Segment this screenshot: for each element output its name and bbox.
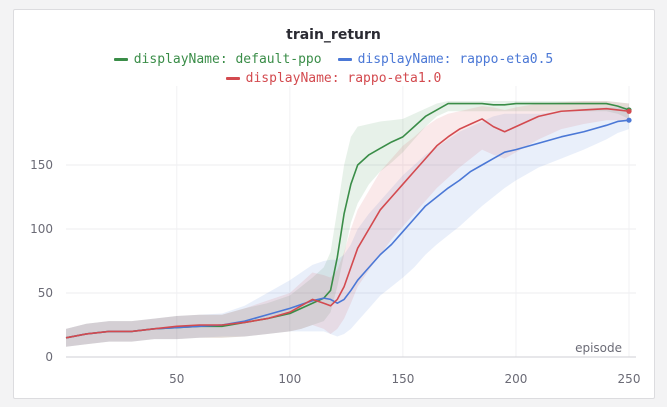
chart-legend: displayName: default-ppo displayName: ra… [0, 50, 667, 88]
series-point-1-38 [626, 117, 632, 123]
series-band-0 [66, 101, 629, 347]
legend-item-rappo-eta1.0[interactable]: displayName: rappo-eta1.0 [225, 69, 442, 88]
x-tick-label-50: 50 [169, 372, 184, 386]
legend-label-rappo-eta1.0: displayName: rappo-eta1.0 [245, 71, 442, 86]
chart-title: train_return [286, 27, 381, 43]
legend-swatch-rappo-eta1.0 [225, 77, 240, 80]
series-point-2-38 [626, 108, 632, 114]
y-tick-label-100: 100 [30, 222, 53, 236]
x-tick-label-150: 150 [391, 372, 414, 386]
y-tick-label-150: 150 [30, 158, 53, 172]
x-axis-label: episode [575, 341, 622, 355]
legend-swatch-default-ppo [113, 58, 128, 61]
legend-label-default-ppo: displayName: default-ppo [133, 52, 322, 67]
y-tick-label-0: 0 [45, 350, 53, 364]
x-tick-label-250: 250 [618, 372, 641, 386]
x-tick-label-100: 100 [278, 372, 301, 386]
legend-item-rappo-eta0.5[interactable]: displayName: rappo-eta0.5 [337, 50, 554, 69]
y-tick-label-50: 50 [38, 286, 53, 300]
legend-item-default-ppo[interactable]: displayName: default-ppo [113, 50, 322, 69]
chart-panel [13, 9, 655, 399]
legend-swatch-rappo-eta0.5 [337, 58, 352, 61]
series-band-2 [66, 101, 629, 347]
series-band-1 [66, 107, 629, 347]
x-tick-label-200: 200 [504, 372, 527, 386]
legend-label-rappo-eta0.5: displayName: rappo-eta0.5 [357, 52, 554, 67]
